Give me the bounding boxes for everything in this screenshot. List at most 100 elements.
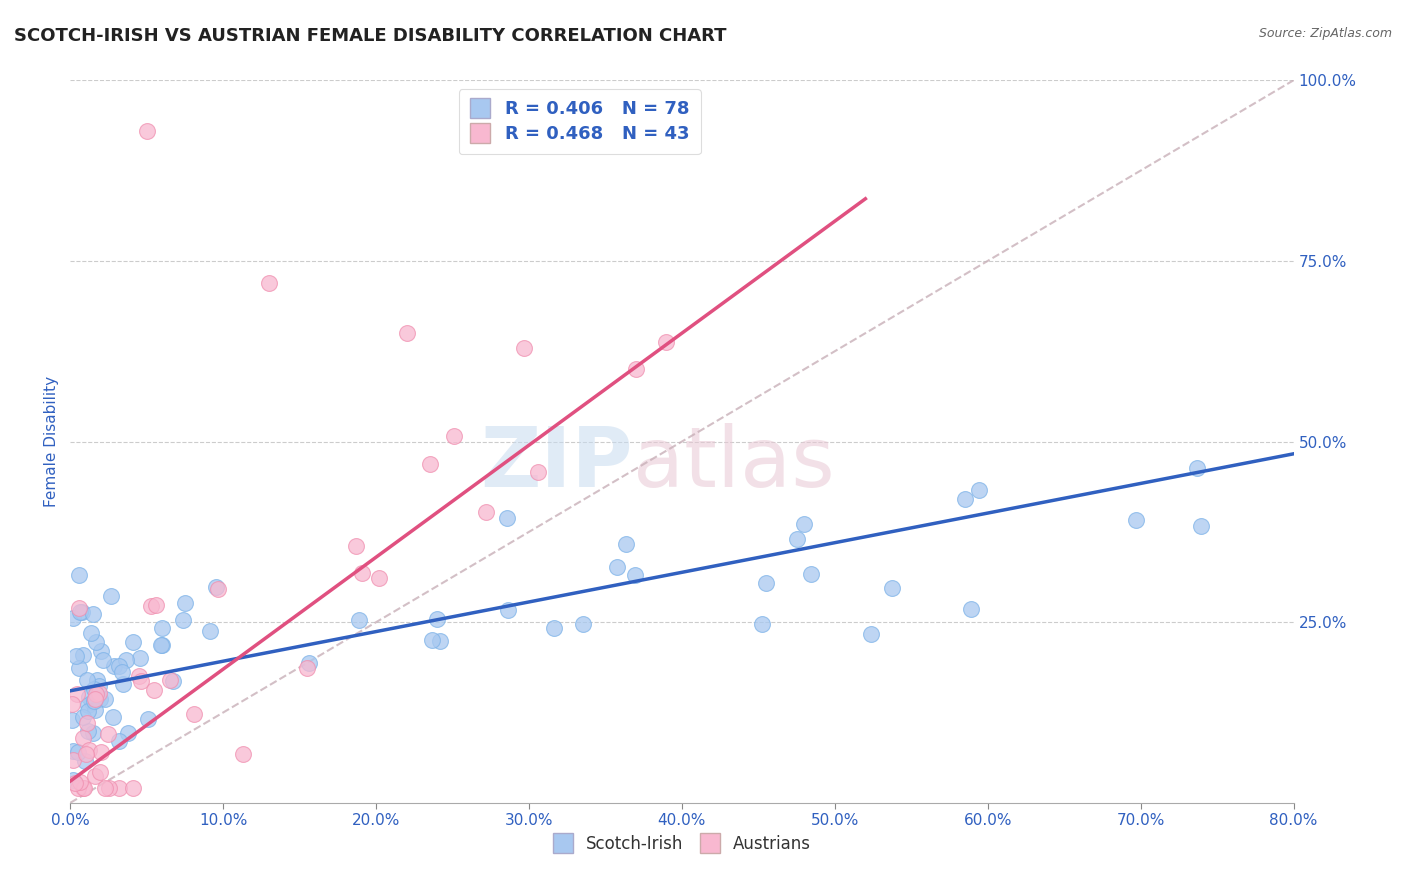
Point	[84, 635, 107, 649]
Point	[183, 707, 205, 722]
Point	[108, 734, 131, 748]
Point	[526, 466, 548, 480]
Point	[655, 334, 678, 349]
Point	[880, 582, 903, 596]
Point	[100, 589, 122, 603]
Y-axis label: Female Disability: Female Disability	[44, 376, 59, 508]
Point	[60, 714, 83, 728]
Point	[150, 638, 173, 652]
Point	[614, 537, 637, 551]
Point	[496, 603, 519, 617]
Point	[69, 661, 91, 675]
Point	[121, 781, 143, 796]
Point	[543, 621, 565, 635]
Point	[62, 743, 84, 757]
Point	[959, 602, 981, 616]
Point	[786, 533, 808, 547]
Point	[73, 754, 96, 768]
Point	[77, 690, 100, 704]
Point	[344, 540, 367, 554]
Point	[79, 743, 101, 757]
Point	[368, 572, 391, 586]
Point	[83, 694, 105, 708]
Point	[800, 566, 823, 581]
Point	[89, 765, 111, 780]
Point	[72, 731, 94, 745]
Point	[135, 124, 157, 138]
Point	[572, 617, 595, 632]
Point	[75, 747, 97, 761]
Point	[128, 668, 150, 682]
Point	[495, 511, 517, 525]
Point	[128, 651, 150, 665]
Point	[72, 781, 94, 796]
Point	[63, 775, 86, 789]
Point	[84, 703, 107, 717]
Point	[751, 617, 773, 632]
Point	[200, 624, 222, 639]
Point	[205, 580, 228, 594]
Point	[84, 692, 107, 706]
Point	[112, 677, 135, 691]
Point	[513, 341, 536, 355]
Point	[72, 648, 94, 663]
Point	[859, 627, 882, 641]
Point	[60, 697, 83, 711]
Point	[76, 673, 98, 687]
Point	[257, 276, 280, 290]
Point	[90, 644, 112, 658]
Point	[84, 687, 107, 701]
Point	[108, 659, 131, 673]
Point	[419, 458, 441, 472]
Point	[349, 614, 371, 628]
Point	[429, 633, 451, 648]
Point	[65, 648, 87, 663]
Point	[72, 781, 94, 796]
Text: ZIP: ZIP	[481, 423, 633, 504]
Point	[79, 626, 101, 640]
Point	[69, 605, 91, 619]
Point	[117, 725, 139, 739]
Point	[1185, 461, 1208, 475]
Point	[86, 673, 108, 688]
Point	[93, 781, 115, 796]
Point	[420, 633, 443, 648]
Point	[162, 673, 184, 688]
Point	[66, 781, 89, 796]
Point	[103, 658, 125, 673]
Point	[967, 483, 990, 497]
Point	[87, 679, 110, 693]
Point	[395, 326, 418, 340]
Point	[67, 600, 90, 615]
Point	[97, 781, 120, 796]
Point	[352, 566, 374, 581]
Point	[86, 690, 108, 704]
Point	[793, 516, 815, 531]
Point	[77, 704, 100, 718]
Point	[77, 698, 100, 712]
Point	[67, 567, 90, 582]
Point	[62, 753, 84, 767]
Point	[83, 681, 105, 696]
Point	[297, 656, 319, 670]
Point	[107, 781, 129, 796]
Point	[136, 712, 159, 726]
Text: atlas: atlas	[633, 423, 835, 504]
Point	[149, 638, 172, 652]
Point	[121, 634, 143, 648]
Legend: Scotch-Irish, Austrians: Scotch-Irish, Austrians	[546, 828, 818, 860]
Point	[111, 665, 134, 679]
Point	[624, 362, 647, 376]
Point	[76, 715, 98, 730]
Point	[624, 567, 647, 582]
Point	[426, 611, 449, 625]
Point	[94, 692, 117, 706]
Point	[90, 745, 112, 759]
Point	[953, 491, 976, 506]
Point	[84, 769, 107, 783]
Point	[139, 599, 162, 614]
Point	[82, 726, 104, 740]
Point	[62, 773, 84, 788]
Point	[72, 710, 94, 724]
Point	[66, 745, 89, 759]
